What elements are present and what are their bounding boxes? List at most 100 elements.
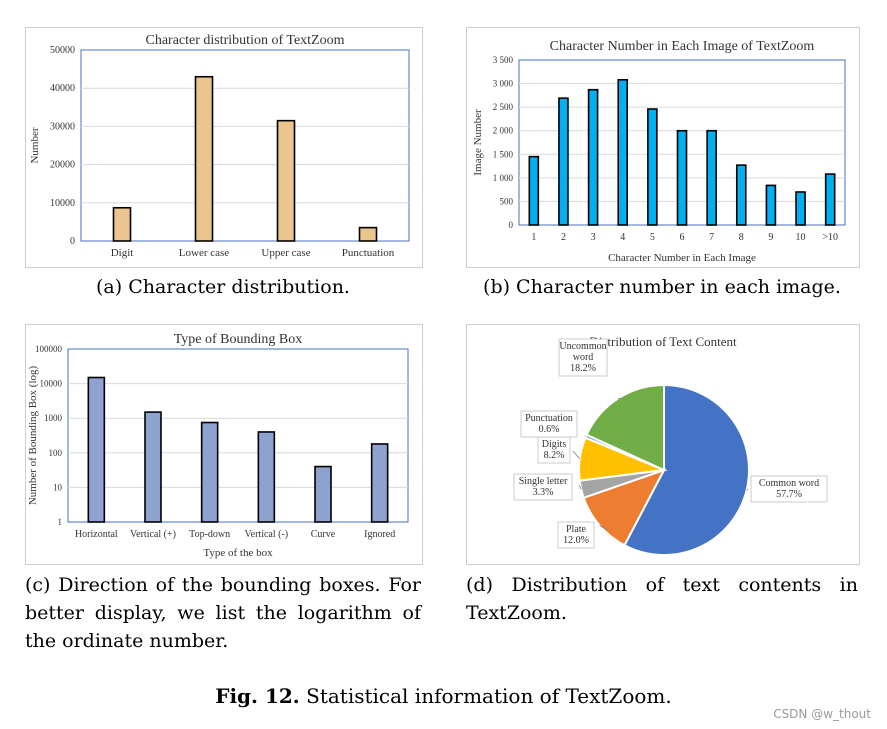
x-axis-label: Character Number in Each Image bbox=[608, 252, 756, 264]
slice-label: Uncommon bbox=[559, 341, 606, 352]
slice-label: Digits bbox=[542, 439, 567, 450]
chart-title: Character distribution of TextZoom bbox=[146, 33, 345, 48]
chart-character-number: 0 500 1 000 1 500 2 000 2 500 3 000 3 500 1 2 3 4 5 6… bbox=[472, 39, 846, 264]
bar-1 bbox=[112, 206, 132, 242]
bar-5 bbox=[314, 465, 332, 523]
bar-3 bbox=[587, 88, 599, 226]
y-tick-label: 10 bbox=[53, 482, 63, 492]
leader-line bbox=[599, 525, 608, 531]
plot-area bbox=[67, 348, 409, 523]
slice-label: word bbox=[573, 352, 594, 363]
slice-label: Plate bbox=[566, 524, 587, 535]
slice-label-box bbox=[557, 521, 595, 549]
bar-2 bbox=[144, 411, 162, 523]
y-tick-label: 1 bbox=[58, 517, 63, 527]
subcaption-b: (b) Character number in each image. bbox=[483, 276, 841, 298]
x-tick-label: Horizontal bbox=[75, 529, 118, 540]
y-tick-label: 2 500 bbox=[493, 102, 514, 112]
x-tick-label: 6 bbox=[680, 232, 685, 243]
bar-10 bbox=[795, 191, 806, 226]
chart-panel-text-content: Distribution of Text Content Common word 5… bbox=[466, 324, 860, 565]
x-tick-label: >10 bbox=[822, 232, 838, 243]
bar-5 bbox=[647, 108, 658, 226]
slice-label-box bbox=[558, 338, 608, 377]
subcaption-c: (c) Direction of the bounding boxes. For… bbox=[25, 574, 421, 652]
chart-title: Character Number in Each Image of TextZo… bbox=[550, 39, 815, 54]
y-tick-label: 10000 bbox=[40, 379, 63, 389]
chart-panel-bounding-box: 1 10 100 1000 10000 100000 Horizontal Vertical … bbox=[25, 324, 423, 565]
bar-3 bbox=[276, 119, 296, 242]
slice-percent: 57.7% bbox=[776, 489, 802, 500]
chart-bounding-box-type: 1 10 100 1000 10000 100000 Horizontal Vertical … bbox=[27, 332, 409, 559]
watermark: CSDN @w_thout bbox=[773, 707, 871, 721]
y-axis-label: Image Number bbox=[472, 109, 484, 176]
figure-caption: Fig. 12. Statistical information of Text… bbox=[0, 684, 887, 708]
bar-1 bbox=[87, 376, 106, 523]
slice-percent: 3.3% bbox=[533, 487, 554, 498]
x-tick-label: Vertical (-) bbox=[245, 529, 289, 540]
y-tick-label: 2 000 bbox=[493, 126, 514, 136]
chart-panel-character-distribution: 0 10000 20000 30000 40000 50000 Digit Lower cas… bbox=[25, 27, 423, 268]
slice-label: Single letter bbox=[519, 476, 568, 487]
x-tick-label: Digit bbox=[111, 247, 134, 259]
bar-3 bbox=[200, 421, 219, 523]
bar-11 bbox=[824, 173, 836, 226]
x-tick-label: 1 bbox=[531, 232, 536, 243]
y-tick-label: 1 000 bbox=[493, 173, 514, 183]
x-tick-label: 7 bbox=[709, 232, 714, 243]
y-tick-label: 1000 bbox=[44, 413, 63, 423]
y-tick-label: 0 bbox=[509, 220, 514, 230]
slice-percent: 12.0% bbox=[563, 535, 589, 546]
x-tick-label: Punctuation bbox=[342, 247, 395, 259]
y-tick-label: 1 500 bbox=[493, 149, 514, 159]
bar-2 bbox=[558, 97, 569, 226]
leader-line bbox=[572, 450, 581, 460]
x-tick-label: 2 bbox=[561, 232, 566, 243]
bar-1 bbox=[528, 155, 540, 226]
x-tick-label: Curve bbox=[311, 529, 336, 540]
slice-label-box bbox=[520, 410, 578, 438]
slice-label-box bbox=[537, 436, 571, 464]
y-tick-label: 3 000 bbox=[493, 79, 514, 89]
y-tick-label: 0 bbox=[70, 236, 75, 247]
y-tick-label: 10000 bbox=[50, 198, 75, 209]
chart-text-content-pie: Distribution of Text Content Common word5… bbox=[513, 334, 828, 556]
x-tick-label: Vertical (+) bbox=[130, 529, 176, 540]
bar-8 bbox=[735, 164, 747, 226]
figure-caption-text: Statistical information of TextZoom. bbox=[306, 684, 672, 708]
y-tick-label: 100 bbox=[49, 448, 63, 458]
y-axis-label: Number bbox=[29, 127, 41, 163]
y-tick-label: 20000 bbox=[50, 160, 75, 171]
bar-9 bbox=[765, 184, 777, 226]
y-axis-label: Number of Bounding Box (log) bbox=[27, 366, 39, 506]
slice-label-box bbox=[513, 473, 573, 501]
leader-line bbox=[578, 484, 582, 490]
bar-4 bbox=[358, 226, 378, 242]
bar-4 bbox=[617, 78, 629, 226]
x-tick-label: 9 bbox=[768, 232, 773, 243]
x-tick-label: 8 bbox=[739, 232, 744, 243]
y-tick-label: 500 bbox=[500, 196, 514, 206]
bar-2 bbox=[194, 75, 214, 242]
pie-slice-1 bbox=[623, 383, 750, 556]
slice-label: Common word bbox=[759, 478, 819, 489]
bar-6 bbox=[370, 443, 389, 523]
x-tick-label: 3 bbox=[591, 232, 596, 243]
slice-percent: 8.2% bbox=[544, 450, 565, 461]
y-tick-label: 3 500 bbox=[493, 55, 514, 65]
bar-4 bbox=[257, 431, 276, 523]
x-tick-label: Top-down bbox=[189, 529, 230, 540]
chart-title: Type of Bounding Box bbox=[174, 332, 303, 347]
slice-label: Punctuation bbox=[525, 413, 573, 424]
bar-7 bbox=[706, 129, 717, 226]
subcaption-d: (d) Distribution of text contents in Tex… bbox=[466, 574, 858, 624]
y-tick-label: 50000 bbox=[50, 45, 75, 56]
x-tick-label: 4 bbox=[620, 232, 625, 243]
bar-6 bbox=[676, 129, 688, 226]
subcaption-a: (a) Character distribution. bbox=[96, 276, 350, 298]
leader-line bbox=[746, 488, 749, 491]
y-tick-label: 40000 bbox=[50, 83, 75, 94]
slice-percent: 0.6% bbox=[539, 424, 560, 435]
y-tick-label: 30000 bbox=[50, 121, 75, 132]
x-axis-label: Type of the box bbox=[203, 547, 273, 559]
